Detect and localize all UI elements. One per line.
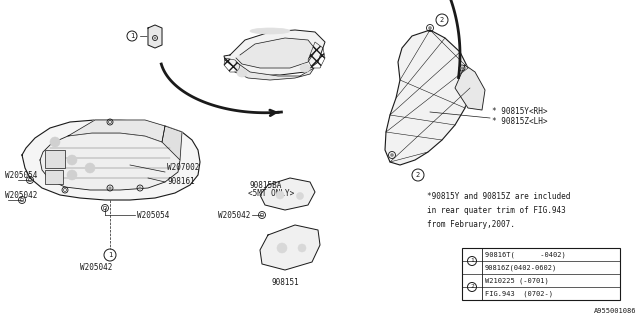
Text: 1: 1 bbox=[108, 252, 112, 258]
Circle shape bbox=[390, 154, 394, 156]
Text: 90815BA: 90815BA bbox=[250, 180, 282, 189]
Text: 908151: 908151 bbox=[271, 278, 299, 287]
Text: A955001086: A955001086 bbox=[593, 308, 636, 314]
Text: W205054: W205054 bbox=[5, 171, 37, 180]
Text: * 90815Y<RH>: * 90815Y<RH> bbox=[492, 108, 547, 116]
Circle shape bbox=[154, 37, 156, 39]
Text: 2: 2 bbox=[470, 284, 474, 290]
Polygon shape bbox=[22, 120, 200, 200]
Circle shape bbox=[276, 191, 284, 199]
Polygon shape bbox=[260, 178, 315, 210]
Text: <5MT ONLY>: <5MT ONLY> bbox=[248, 188, 294, 197]
Text: 90816T(      -0402): 90816T( -0402) bbox=[485, 251, 566, 258]
Bar bbox=[45, 150, 65, 168]
Circle shape bbox=[296, 193, 303, 199]
Text: W205042: W205042 bbox=[218, 211, 250, 220]
Text: * 90815Z<LH>: * 90815Z<LH> bbox=[492, 117, 547, 126]
Text: 908161: 908161 bbox=[167, 178, 195, 187]
Text: W207002: W207002 bbox=[167, 164, 200, 172]
Text: 1: 1 bbox=[470, 259, 474, 263]
Circle shape bbox=[67, 170, 77, 180]
Circle shape bbox=[429, 27, 431, 29]
Ellipse shape bbox=[237, 69, 247, 77]
Bar bbox=[45, 170, 63, 184]
Text: FIG.943  (0702-): FIG.943 (0702-) bbox=[485, 290, 553, 297]
Ellipse shape bbox=[300, 64, 310, 72]
Circle shape bbox=[109, 187, 111, 189]
Text: W205042: W205042 bbox=[80, 263, 113, 273]
Polygon shape bbox=[236, 38, 316, 68]
Text: 1: 1 bbox=[130, 33, 134, 39]
Polygon shape bbox=[455, 65, 485, 110]
Polygon shape bbox=[260, 225, 320, 270]
Polygon shape bbox=[68, 120, 165, 142]
Polygon shape bbox=[162, 126, 182, 160]
Ellipse shape bbox=[250, 28, 290, 34]
Circle shape bbox=[277, 243, 287, 253]
Polygon shape bbox=[148, 25, 162, 48]
Circle shape bbox=[298, 244, 306, 252]
Circle shape bbox=[67, 155, 77, 165]
Text: 2: 2 bbox=[416, 172, 420, 178]
Circle shape bbox=[85, 163, 95, 173]
Circle shape bbox=[461, 67, 463, 69]
Polygon shape bbox=[385, 30, 470, 165]
Polygon shape bbox=[224, 30, 325, 75]
Text: *90815Y and 90815Z are included
in rear quater trim of FIG.943
from February,200: *90815Y and 90815Z are included in rear … bbox=[427, 192, 570, 229]
Circle shape bbox=[139, 187, 141, 189]
Text: 90816Z(0402-0602): 90816Z(0402-0602) bbox=[485, 264, 557, 271]
Polygon shape bbox=[40, 133, 180, 190]
Polygon shape bbox=[235, 62, 314, 80]
Text: W205054: W205054 bbox=[137, 211, 170, 220]
Text: W210225 (-0701): W210225 (-0701) bbox=[485, 277, 548, 284]
Text: 2: 2 bbox=[440, 17, 444, 23]
Text: W205042: W205042 bbox=[5, 190, 37, 199]
Circle shape bbox=[50, 137, 60, 147]
Bar bbox=[462, 248, 620, 300]
